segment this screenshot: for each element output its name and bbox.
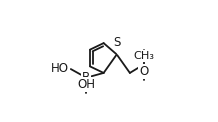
Text: CH₃: CH₃	[133, 51, 154, 61]
Text: OH: OH	[77, 78, 95, 91]
Text: O: O	[139, 65, 148, 78]
Text: S: S	[114, 36, 121, 49]
Text: HO: HO	[51, 62, 69, 75]
Text: B: B	[82, 71, 90, 84]
